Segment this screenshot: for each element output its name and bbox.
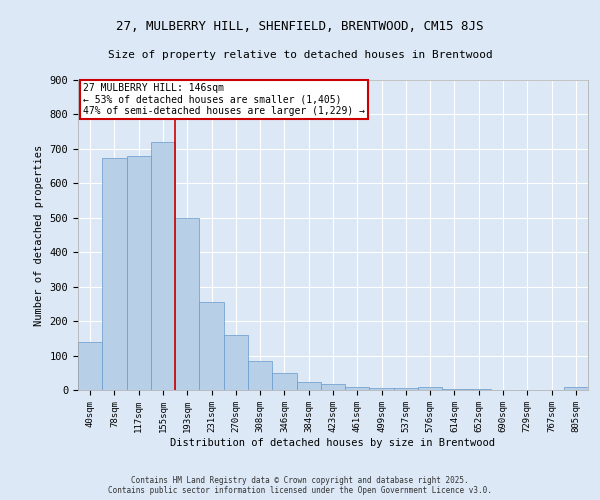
Bar [151,142,175,390]
Bar [248,360,272,390]
Bar [345,387,370,390]
Bar [296,382,321,390]
Bar [394,388,418,390]
Y-axis label: Number of detached properties: Number of detached properties [34,144,44,326]
Bar [272,373,296,390]
Text: Contains HM Land Registry data © Crown copyright and database right 2025.
Contai: Contains HM Land Registry data © Crown c… [108,476,492,495]
Bar [418,387,442,390]
Bar [442,389,467,390]
X-axis label: Distribution of detached houses by size in Brentwood: Distribution of detached houses by size … [170,438,496,448]
Bar [175,218,199,390]
Text: 27, MULBERRY HILL, SHENFIELD, BRENTWOOD, CM15 8JS: 27, MULBERRY HILL, SHENFIELD, BRENTWOOD,… [116,20,484,33]
Bar [564,387,588,390]
Bar [199,302,224,390]
Bar [321,384,345,390]
Text: Size of property relative to detached houses in Brentwood: Size of property relative to detached ho… [107,50,493,60]
Text: 27 MULBERRY HILL: 146sqm
← 53% of detached houses are smaller (1,405)
47% of sem: 27 MULBERRY HILL: 146sqm ← 53% of detach… [83,83,365,116]
Bar [78,342,102,390]
Bar [370,388,394,390]
Bar [224,335,248,390]
Bar [102,158,127,390]
Bar [127,156,151,390]
